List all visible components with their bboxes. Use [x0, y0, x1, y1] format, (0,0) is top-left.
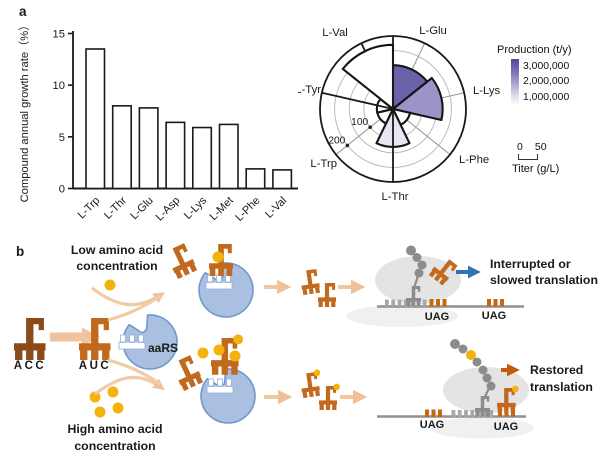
panel-b-label: b: [16, 244, 24, 259]
charged-trna-icon: [299, 369, 323, 398]
bar-L-Val: [272, 169, 293, 190]
x-category-label: L-Phe: [233, 195, 262, 222]
bar-L-Thr: [111, 105, 132, 190]
ring-tick-dot: [368, 125, 372, 130]
production-legend: Production (t/y) 3,000,000 2,000,000 1,0…: [497, 44, 607, 105]
bar-L-Asp: [165, 121, 186, 190]
production-tick-3m: 3,000,000: [523, 61, 570, 72]
y-tick-label: 15: [53, 29, 65, 41]
uag-label: UAG: [420, 419, 444, 431]
bar-L-Phe: [245, 168, 266, 190]
bar-chart: 0 5 10 15 Compound annual growth rate（%） L-Tr…: [18, 20, 298, 222]
production-legend-title: Production (t/y): [497, 44, 572, 56]
category-label-L-Thr: L-Thr: [382, 191, 409, 203]
titer-scale: 0 50 Titer (g/L): [512, 141, 559, 175]
category-label-L-Trp: L-Trp: [310, 158, 337, 170]
trna-acc-icon: [14, 318, 46, 360]
amino-acid-dot: [104, 279, 116, 291]
y-tick-label: 0: [59, 184, 65, 196]
mutation-arrow-icon: [50, 327, 100, 347]
bar-L-Trp: [85, 48, 106, 190]
x-category-label: L-Thr: [102, 194, 129, 221]
aars-label: aaRS: [148, 341, 178, 355]
anticodon-acc-label: ACC: [14, 360, 46, 372]
x-category-label: L-Trp: [76, 195, 103, 222]
production-tick-2m: 2,000,000: [523, 76, 570, 88]
peptide-stem: [482, 387, 491, 400]
titer-scale-fifty: 50: [534, 141, 547, 153]
outer-circle: [319, 35, 467, 183]
production-gradient-bar: [511, 59, 519, 105]
free-trna-icon: [318, 283, 336, 307]
y-axis-label: Compound annual growth rate（%）: [18, 20, 31, 203]
peptide-chain-icon: [406, 245, 427, 278]
x-category-label: L-Met: [207, 195, 235, 222]
category-label-L-Lys: L-Lys: [473, 85, 501, 97]
amino-acid-dot-cluster: [89, 386, 124, 418]
uag-label: UAG: [494, 421, 518, 433]
x-category-label: L-Asp: [154, 195, 183, 222]
bar-L-Met: [218, 123, 239, 190]
titer-scale-label: Titer (g/L): [512, 163, 560, 175]
ring-tick-dot: [345, 143, 350, 148]
uag-label: UAG: [425, 311, 449, 323]
high-concentration-caption-line1: High amino acid: [68, 422, 163, 436]
restored-caption-line1: Restored: [530, 363, 583, 377]
bar-L-Lys: [192, 126, 213, 190]
category-label-L-Glu: L-Glu: [419, 25, 447, 37]
ring-tick-label: 100: [351, 117, 368, 128]
panel-a-label: a: [19, 4, 27, 19]
titer-wedge-L-Lys: [391, 76, 444, 122]
y-tick-label: 5: [59, 132, 65, 144]
rose-chart: 100 200 L-Glu L-Lys L-Phe L-Thr L-Trp L-Tyr L-Va…: [298, 25, 501, 203]
titer-scale-bracket: [518, 154, 538, 160]
panel-b-diagram: b Low amino acid concentration High amin…: [14, 242, 598, 453]
x-category-label: L-Glu: [128, 195, 156, 222]
low-concentration-caption-line1: Low amino acid: [71, 243, 163, 257]
free-trna-icon: [299, 268, 321, 296]
aars-active-site-icon: [118, 334, 146, 350]
axis-spoke: [360, 42, 367, 53]
titer-scale-zero: 0: [517, 141, 523, 153]
uag-label: UAG: [482, 310, 506, 322]
aars-charged-complex: [170, 334, 256, 424]
bar-L-Glu: [138, 107, 159, 190]
high-concentration-caption-line2: concentration: [74, 439, 155, 453]
flow-connectors: [91, 286, 165, 396]
uag-codon-ticks: [429, 299, 504, 307]
category-label-L-Phe: L-Phe: [459, 154, 489, 166]
anticodon-auc-label: AUC: [79, 360, 111, 372]
category-label-L-Tyr: L-Tyr: [298, 84, 321, 96]
ribosome-scene-interrupted: Interrupted or slowed translation UAG UA…: [346, 245, 598, 327]
axis-spoke: [321, 91, 394, 110]
low-concentration-caption-line2: concentration: [76, 259, 157, 273]
ribosome-scene-restored: Restored translation UAG UAG: [377, 339, 593, 439]
interrupted-caption-line1: Interrupted or: [490, 257, 571, 271]
charged-trna-icon: [319, 384, 340, 410]
interrupted-caption-line2: slowed translation: [490, 273, 598, 287]
x-category-label: L-Val: [263, 195, 289, 221]
category-label-L-Val: L-Val: [322, 27, 348, 39]
production-tick-1m: 1,000,000: [523, 91, 570, 103]
y-tick-label: 10: [53, 80, 65, 92]
x-category-label: L-Lys: [182, 194, 210, 222]
restored-caption-line2: translation: [530, 380, 593, 394]
peptide-chain-icon: [450, 339, 496, 391]
ring-tick-label: 200: [328, 135, 345, 146]
aars-uncharged-complex: [164, 242, 254, 318]
